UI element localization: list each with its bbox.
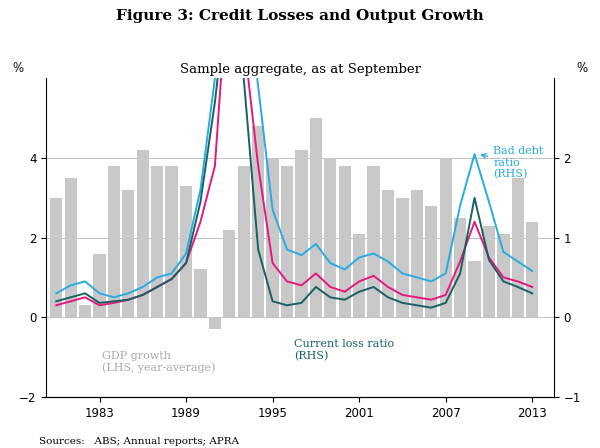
Bar <box>252 126 265 317</box>
Text: Sources:   ABS; Annual reports; APRA: Sources: ABS; Annual reports; APRA <box>39 437 239 446</box>
Bar <box>382 190 394 317</box>
Bar <box>281 166 293 317</box>
Bar <box>209 317 221 329</box>
Bar <box>483 226 495 317</box>
Title: Sample aggregate, as at September: Sample aggregate, as at September <box>179 63 421 76</box>
Text: Figure 3: Credit Losses and Output Growth: Figure 3: Credit Losses and Output Growt… <box>116 9 484 23</box>
Bar <box>151 166 163 317</box>
Bar <box>65 178 77 317</box>
Bar <box>411 190 423 317</box>
Bar <box>194 269 206 317</box>
Bar <box>266 158 279 317</box>
Bar <box>238 166 250 317</box>
Bar <box>223 230 235 317</box>
Bar <box>324 158 337 317</box>
Text: GDP growth
(LHS, year-average): GDP growth (LHS, year-average) <box>103 351 216 373</box>
Bar <box>94 254 106 317</box>
Bar <box>353 233 365 317</box>
Bar <box>454 218 466 317</box>
Bar <box>367 166 380 317</box>
Bar <box>79 305 91 317</box>
Bar <box>137 150 149 317</box>
Bar <box>440 158 452 317</box>
Bar <box>469 262 481 317</box>
Bar <box>122 190 134 317</box>
Bar <box>310 118 322 317</box>
Bar <box>108 166 120 317</box>
Bar <box>497 233 509 317</box>
Bar <box>338 166 351 317</box>
Text: Current loss ratio
(RHS): Current loss ratio (RHS) <box>294 339 394 361</box>
Text: %: % <box>13 62 24 75</box>
Bar <box>166 166 178 317</box>
Text: Net write-off ratio
(RHS): Net write-off ratio (RHS) <box>0 447 1 448</box>
Text: Bad debt
ratio
(RHS): Bad debt ratio (RHS) <box>481 146 544 180</box>
Bar <box>425 206 437 317</box>
Bar <box>180 186 192 317</box>
Bar <box>396 198 409 317</box>
Text: %: % <box>576 62 587 75</box>
Bar <box>50 198 62 317</box>
Bar <box>512 178 524 317</box>
Bar <box>526 222 538 317</box>
Bar <box>295 150 308 317</box>
